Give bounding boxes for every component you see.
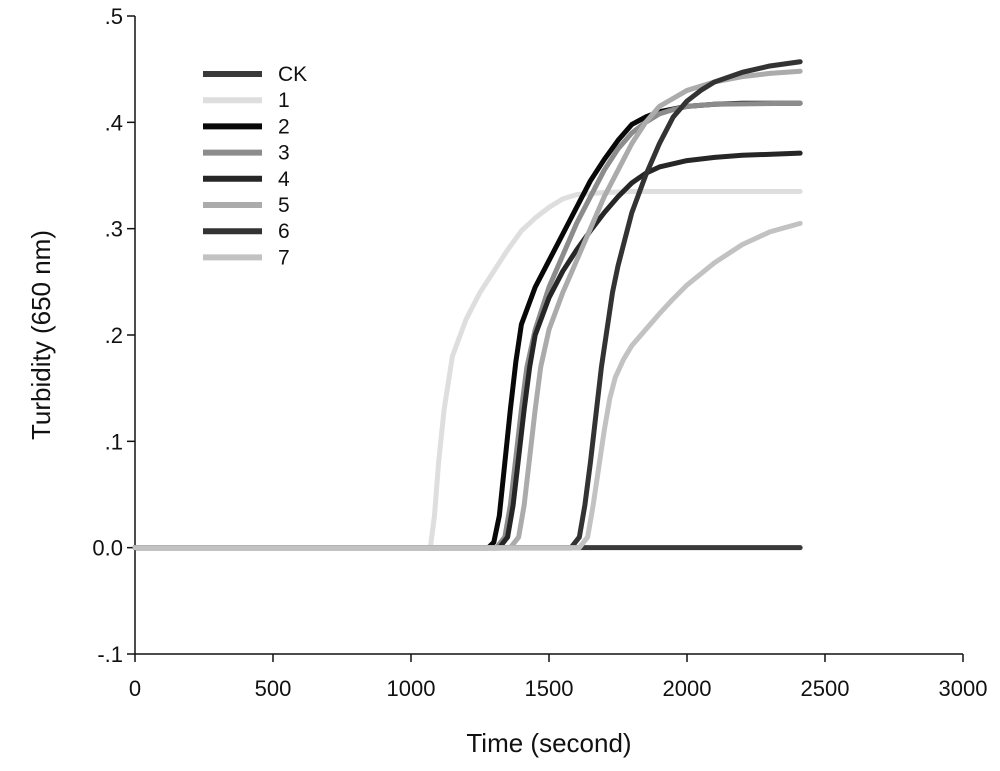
- series-line-3: [132, 100, 803, 551]
- series-line-4: [132, 150, 803, 551]
- y-tick-label: .4: [105, 110, 123, 135]
- y-tick-label: 0.0: [92, 536, 123, 561]
- legend-label: 3: [278, 142, 290, 165]
- x-tick-label: 0: [129, 676, 141, 701]
- legend-label: 2: [278, 115, 290, 138]
- y-axis-ticks: -.1 0.0 .1 .2 .3 .4 .5: [92, 4, 135, 667]
- legend-label: 1: [278, 89, 290, 112]
- series-line-6: [132, 59, 803, 551]
- x-tick-label: 2500: [801, 676, 850, 701]
- legend: CK 1 2 3 4 5 6 7: [203, 63, 307, 269]
- y-axis-title: Turbidity (650 nm): [26, 230, 56, 440]
- x-tick-label: 500: [255, 676, 292, 701]
- y-tick-label: .3: [105, 217, 123, 242]
- x-tick-label: 2000: [663, 676, 712, 701]
- legend-label: 7: [278, 246, 290, 269]
- x-axis-title: Time (second): [466, 728, 631, 758]
- legend-label: CK: [278, 63, 307, 86]
- x-tick-label: 3000: [939, 676, 988, 701]
- x-axis-ticks: 0 500 1000 1500 2000 2500 3000: [129, 654, 988, 701]
- legend-label: 6: [278, 220, 290, 243]
- x-tick-label: 1500: [525, 676, 574, 701]
- legend-label: 4: [278, 168, 290, 191]
- series-line-7: [132, 220, 803, 551]
- y-tick-label: .1: [105, 429, 123, 454]
- x-tick-label: 1000: [387, 676, 436, 701]
- y-tick-label: .2: [105, 323, 123, 348]
- y-tick-label: -.1: [97, 642, 123, 667]
- series-layer: [132, 59, 803, 551]
- y-tick-label: .5: [105, 4, 123, 29]
- legend-label: 5: [278, 194, 290, 217]
